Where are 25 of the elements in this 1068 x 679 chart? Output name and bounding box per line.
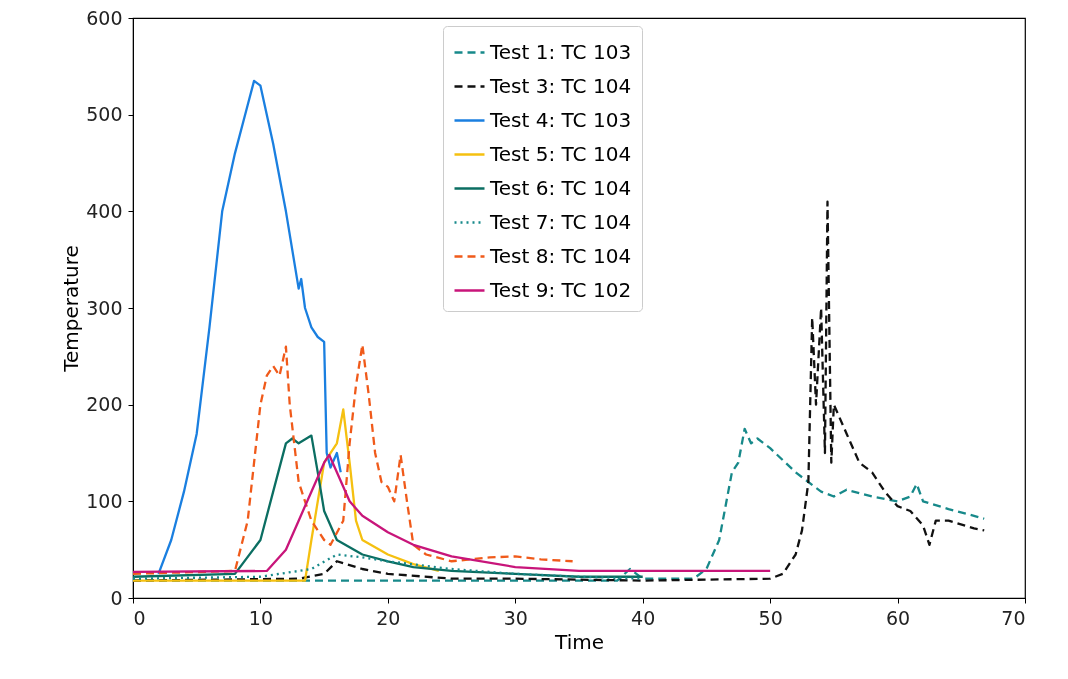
legend-label: Test 7: TC 104 (489, 209, 632, 234)
legend-label: Test 4: TC 103 (489, 107, 632, 132)
legend-label: Test 9: TC 102 (489, 277, 632, 302)
legend-label: Test 8: TC 104 (489, 243, 632, 268)
y-tick-label: 400 (86, 199, 123, 222)
legend-label: Test 6: TC 104 (489, 175, 632, 200)
x-tick-label: 60 (885, 606, 911, 629)
y-tick-label: 500 (86, 103, 123, 126)
x-axis-title: Time (554, 629, 604, 654)
x-tick-label: 40 (631, 606, 656, 629)
y-tick-label: 600 (86, 6, 123, 29)
legend-label: Test 5: TC 104 (489, 141, 632, 166)
y-tick-label: 300 (86, 296, 123, 319)
x-tick-label: 0 (133, 606, 146, 629)
x-tick-label: 50 (758, 606, 783, 629)
y-tick-label: 200 (86, 393, 123, 416)
y-tick-label: 0 (110, 586, 123, 609)
y-axis-title: Temperature (59, 245, 84, 373)
x-tick-label: 20 (376, 606, 401, 629)
y-tick-label: 100 (86, 489, 123, 512)
x-tick-label: 10 (248, 606, 274, 629)
x-tick-label: 70 (1001, 606, 1026, 629)
x-tick-label: 30 (503, 606, 528, 629)
legend-label: Test 1: TC 103 (489, 39, 632, 64)
legend-label: Test 3: TC 104 (489, 73, 632, 98)
